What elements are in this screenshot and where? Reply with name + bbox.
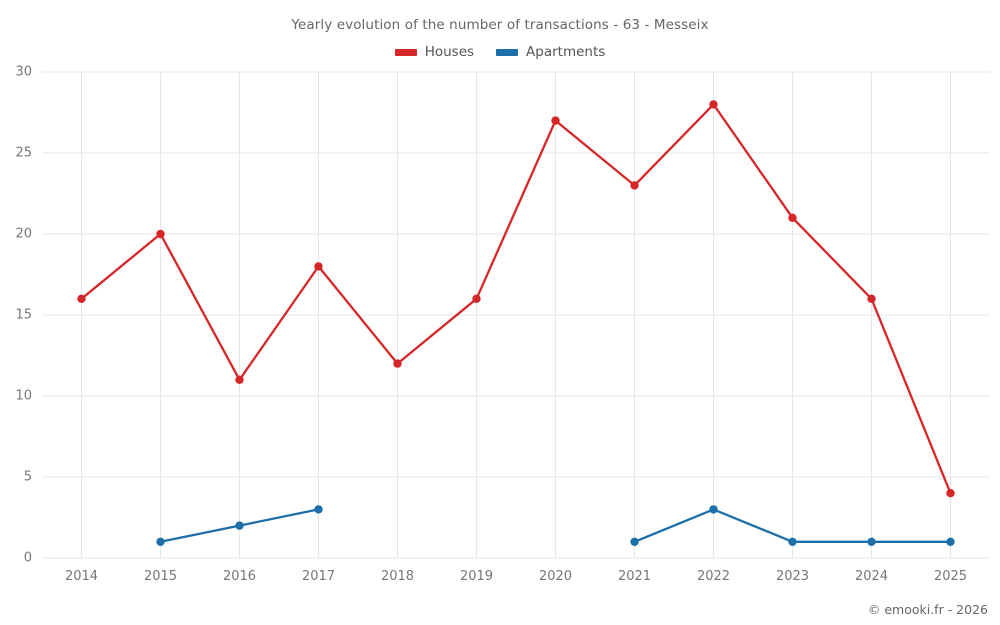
chart-title: Yearly evolution of the number of transa… [291,17,709,33]
series-apartments [156,505,955,546]
legend-swatch-houses [394,49,417,57]
y-axis-tick-label: 15 [15,308,32,323]
chart-legend: Houses Apartments [0,44,1000,60]
data-point[interactable] [630,181,639,190]
data-point[interactable] [235,521,244,530]
data-point[interactable] [946,489,955,498]
y-axis-tick-label: 20 [15,227,32,242]
data-point[interactable] [630,537,639,546]
x-axis-tick-label: 2023 [776,569,809,584]
legend-item-houses[interactable]: Houses [394,44,475,60]
data-point[interactable] [472,294,481,303]
x-axis-tick-label: 2015 [144,569,177,584]
data-point[interactable] [709,505,718,514]
data-point[interactable] [946,537,955,546]
data-point[interactable] [788,213,797,222]
y-axis-tick-label: 30 [15,65,32,80]
x-axis-tick-label: 2014 [65,569,98,584]
copyright-credit: © emooki.fr - 2026 [867,602,988,617]
data-point[interactable] [393,359,402,368]
series-line [80,103,952,495]
data-point[interactable] [235,375,244,384]
legend-label-houses: Houses [424,44,475,60]
legend-label-apartments: Apartments [526,44,606,60]
data-point[interactable] [788,537,797,546]
y-axis-tick-label: 5 [24,470,32,485]
data-point[interactable] [314,262,323,271]
x-axis-tick-label: 2016 [223,569,256,584]
data-point[interactable] [77,294,86,303]
legend-item-apartments[interactable]: Apartments [496,44,606,60]
data-point[interactable] [156,229,165,239]
y-axis-tick-label: 25 [15,146,32,161]
y-axis-tick-label: 0 [24,551,32,566]
data-point[interactable] [867,294,876,303]
y-axis-tick-label: 10 [15,389,32,404]
x-axis-tick-label: 2025 [934,569,967,584]
data-point[interactable] [551,116,560,125]
x-axis-tick-label: 2017 [302,569,335,584]
x-axis-tick-label: 2019 [460,569,493,584]
x-axis-tick-label: 2020 [539,569,572,584]
data-point[interactable] [156,537,165,546]
data-point[interactable] [314,505,323,514]
legend-swatch-apartments [496,49,519,57]
series-houses [77,100,955,498]
x-axis-tick-label: 2022 [697,569,730,584]
data-point[interactable] [709,100,718,109]
x-axis-tick-label: 2018 [381,569,414,584]
x-axis-tick-label: 2021 [618,569,651,584]
x-axis-tick-label: 2024 [855,569,888,584]
data-point[interactable] [867,537,876,546]
